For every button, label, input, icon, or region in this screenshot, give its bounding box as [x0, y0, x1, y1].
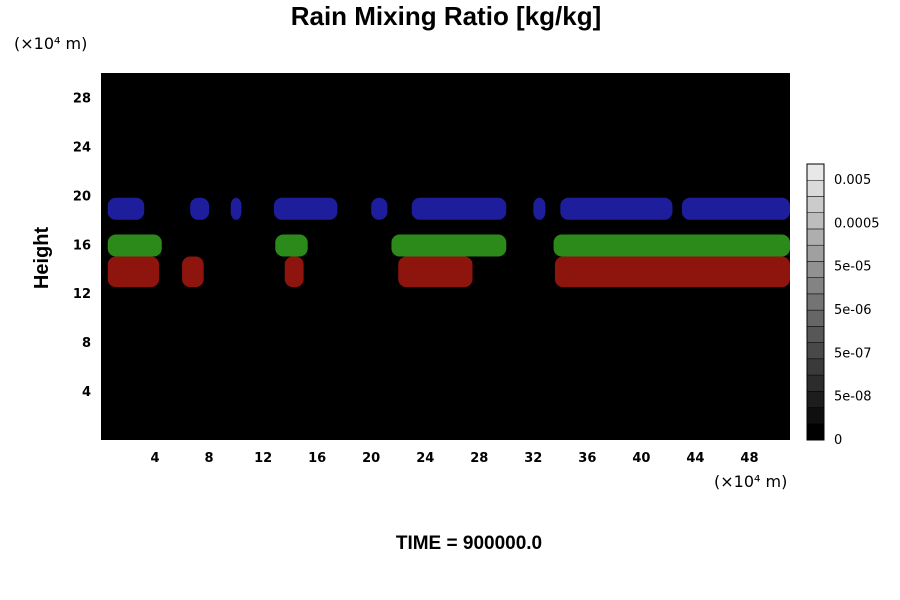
colorbar-swatch [806, 309, 825, 327]
data-bands [107, 197, 790, 288]
x-tick-label: 12 [254, 451, 272, 466]
band-0-segment-5 [411, 197, 507, 220]
band-2-segment-4 [554, 256, 790, 288]
x-tick-label: 40 [632, 451, 650, 466]
colorbar [806, 163, 825, 441]
colorbar-swatch [806, 212, 825, 230]
colorbar-swatch [806, 374, 825, 392]
band-1-segment-1 [275, 234, 308, 257]
band-0-segment-0 [107, 197, 145, 220]
band-0-segment-8 [681, 197, 790, 220]
band-2-segment-2 [284, 256, 304, 288]
y-tick-label: 4 [82, 385, 91, 400]
y-tick-label: 8 [82, 336, 91, 351]
time-label: TIME = 900000.0 [396, 533, 542, 554]
band-0-segment-1 [190, 197, 210, 220]
x-tick-label: 24 [416, 451, 434, 466]
colorbar-label: 0.005 [834, 173, 871, 188]
colorbar-swatch [806, 407, 825, 425]
colorbar-frame [806, 163, 825, 441]
x-tick-label: 44 [686, 451, 704, 466]
band-0-segment-6 [533, 197, 546, 220]
colorbar-swatch [806, 391, 825, 408]
colorbar-swatch [806, 228, 825, 246]
colorbar-swatch [806, 342, 825, 360]
colorbar-label: 0.0005 [834, 216, 880, 231]
y-axis-unit: (×10⁴ m) [14, 34, 87, 53]
colorbar-labels: 0.005 0.0005 5e-05 5e-06 5e-07 5e-08 0 [834, 173, 880, 448]
colorbar-swatch [806, 326, 825, 343]
colorbar-swatch [806, 261, 825, 278]
colorbar-label: 5e-06 [834, 303, 872, 318]
colorbar-label: 0 [834, 433, 842, 448]
colorbar-swatch [806, 196, 825, 213]
colorbar-swatch [806, 163, 825, 181]
x-tick-label: 4 [151, 451, 160, 466]
x-tick-label: 8 [205, 451, 214, 466]
band-0-segment-3 [273, 197, 338, 220]
band-0-segment-2 [230, 197, 242, 220]
colorbar-swatch [806, 423, 825, 441]
x-tick-label: 48 [740, 451, 758, 466]
band-1-segment-0 [107, 234, 162, 257]
colorbar-label: 5e-05 [834, 260, 872, 275]
y-ticks: 4 8 12 16 20 24 28 [73, 91, 91, 400]
band-0-segment-4 [371, 197, 388, 220]
y-tick-label: 20 [73, 189, 91, 204]
colorbar-label: 5e-07 [834, 346, 872, 361]
colorbar-swatch [806, 358, 825, 376]
band-0-segment-7 [560, 197, 673, 220]
x-tick-label: 16 [308, 451, 326, 466]
y-axis-label: Height [31, 227, 53, 290]
x-axis-unit: (×10⁴ m) [714, 472, 787, 491]
y-tick-label: 12 [73, 287, 91, 302]
y-tick-label: 28 [73, 91, 91, 106]
band-2-segment-1 [182, 256, 204, 288]
y-tick-label: 24 [73, 140, 91, 155]
colorbar-swatch [806, 179, 825, 197]
band-2-segment-0 [107, 256, 160, 288]
x-tick-label: 32 [524, 451, 542, 466]
colorbar-swatch [806, 244, 825, 262]
colorbar-swatch [806, 277, 825, 295]
x-tick-label: 36 [578, 451, 596, 466]
x-tick-label: 20 [362, 451, 380, 466]
colorbar-swatch [806, 293, 825, 311]
x-tick-label: 28 [470, 451, 488, 466]
y-tick-label: 16 [73, 238, 91, 253]
band-1-segment-2 [391, 234, 507, 257]
band-1-segment-3 [553, 234, 790, 257]
band-2-segment-3 [398, 256, 473, 288]
chart-title: Rain Mixing Ratio [kg/kg] [291, 1, 602, 31]
colorbar-label: 5e-08 [834, 390, 872, 405]
x-ticks: 4 8 12 16 20 24 28 32 36 40 44 48 [151, 451, 759, 466]
